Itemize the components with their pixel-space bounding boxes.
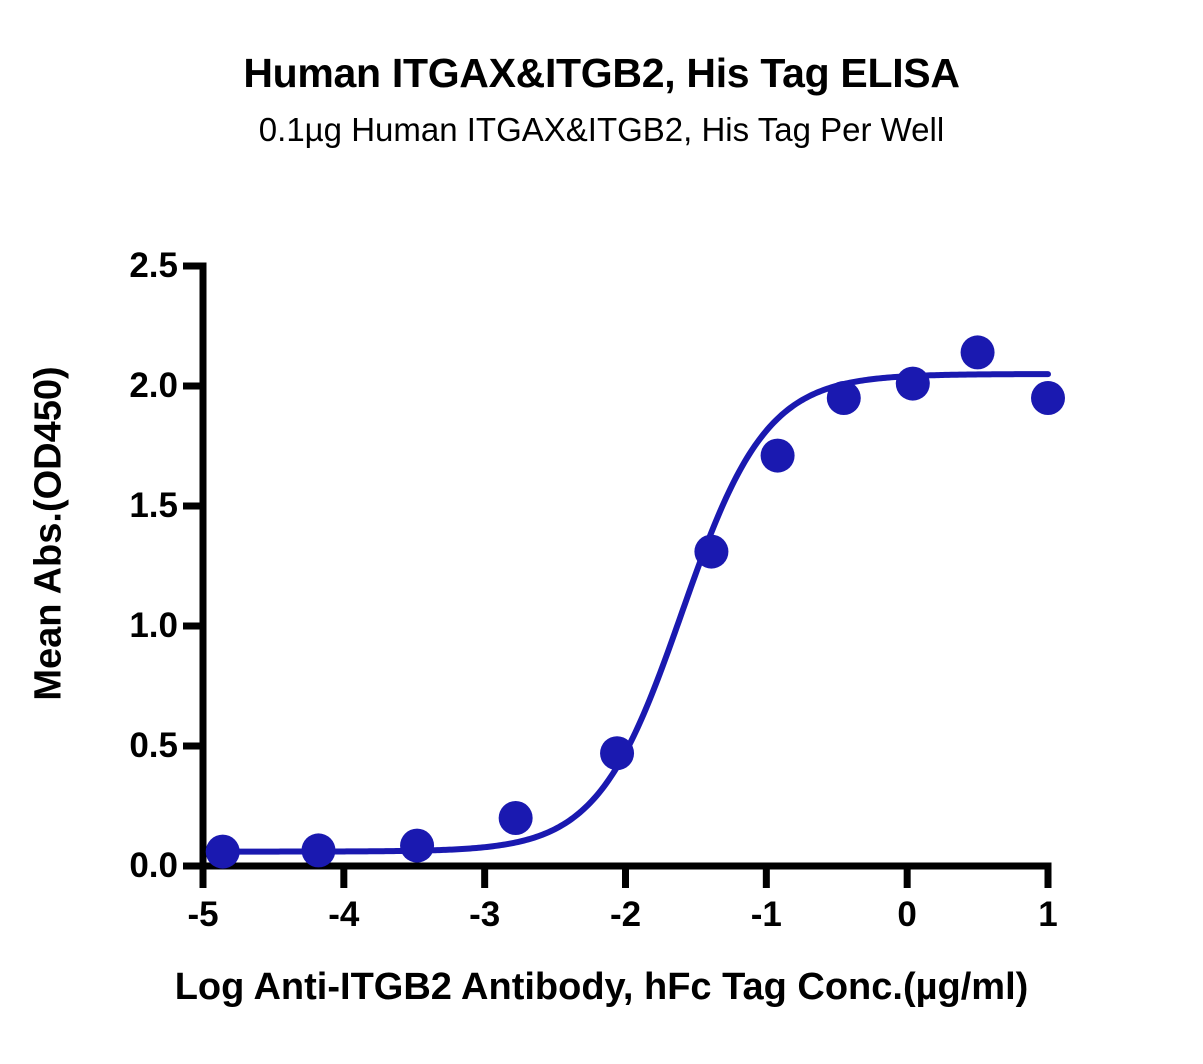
data-point-marker [498, 801, 533, 835]
axis-lines [199, 262, 1052, 870]
data-point-marker [960, 335, 995, 370]
chart-title: Human ITGAX&ITGB2, His Tag ELISA [243, 50, 960, 96]
data-point-marker [400, 828, 435, 863]
chart-subtitle: 0.1µg Human ITGAX&ITGB2, His Tag Per Wel… [258, 111, 945, 148]
y-tick-label: 1.5 [129, 486, 178, 525]
y-tick-label: 0.5 [129, 726, 178, 765]
x-tick-label: -3 [469, 895, 501, 934]
x-tick-label: -4 [328, 895, 360, 934]
data-point-marker [895, 366, 930, 401]
data-point-marker [760, 438, 795, 473]
fit-curve [219, 371, 1051, 855]
y-tick-label: 2.0 [129, 366, 178, 405]
x-tick-label: -5 [187, 895, 219, 934]
data-point-marker [826, 381, 861, 415]
x-tick-label: -2 [609, 895, 642, 934]
data-point-marker [301, 833, 336, 868]
data-point-marker [600, 736, 635, 771]
x-tick-label: 1 [1038, 895, 1058, 934]
x-axis-title: Log Anti-ITGB2 Antibody, hFc Tag Conc.(µ… [174, 966, 1029, 1008]
x-tick-label: -1 [750, 895, 782, 934]
data-point-marker [205, 834, 240, 869]
data-point-marker [1031, 381, 1065, 415]
data-point-marker [694, 534, 729, 569]
x-tick-label: 0 [897, 895, 917, 934]
axis-ticks [183, 262, 1052, 888]
y-tick-label: 1.0 [129, 606, 178, 645]
data-points [205, 335, 1065, 869]
y-tick-label: 2.5 [129, 246, 178, 285]
y-tick-label: 0.0 [129, 846, 178, 885]
